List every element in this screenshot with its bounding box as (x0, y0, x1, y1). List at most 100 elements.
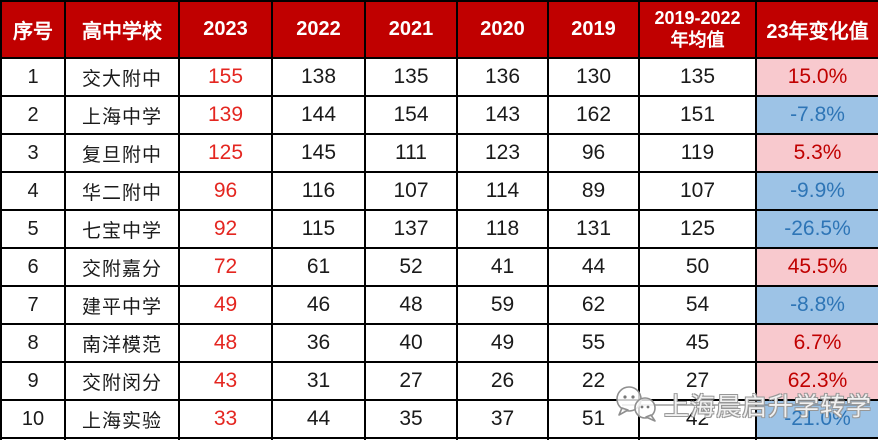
cell-2020: 49 (456, 323, 549, 363)
cell-2019: 55 (547, 323, 640, 363)
cell-avg: 45 (638, 323, 757, 363)
cell-change: -26.5% (755, 209, 878, 249)
cell-2021: 52 (364, 247, 458, 287)
table-row: 8 南洋模范 48 36 40 49 55 45 6.7% (0, 323, 878, 363)
cell-change: -21.0% (755, 399, 878, 439)
cell-2020: 59 (456, 285, 549, 325)
table-row: 2 上海中学 139 144 154 143 162 151 -7.8% (0, 95, 878, 135)
cell-2019: 44 (547, 247, 640, 287)
cell-2019: 130 (547, 57, 640, 97)
header-cell-change: 23年变化值 (755, 0, 878, 59)
table-row: 10 上海实验 33 44 35 37 51 42 -21.0% (0, 399, 878, 439)
cell-school: 建平中学 (64, 285, 180, 325)
header-cell-2019: 2019 (547, 0, 640, 59)
cell-school: 交大附中 (64, 57, 180, 97)
cell-avg: 119 (638, 133, 757, 173)
cell-2023: 72 (178, 247, 273, 287)
cell-empty (547, 437, 640, 440)
header-cell-school: 高中学校 (64, 0, 180, 59)
cell-2020: 26 (456, 361, 549, 401)
cell-index: 10 (0, 399, 66, 439)
cell-avg: 135 (638, 57, 757, 97)
header-cell-2022: 2022 (271, 0, 366, 59)
cell-change: 15.0% (755, 57, 878, 97)
cell-2019: 62 (547, 285, 640, 325)
cell-2021: 137 (364, 209, 458, 249)
cell-2023: 49 (178, 285, 273, 325)
cell-change: 6.7% (755, 323, 878, 363)
table-row: 7 建平中学 49 46 48 59 62 54 -8.8% (0, 285, 878, 325)
cell-2022: 115 (271, 209, 366, 249)
cell-2022: 44 (271, 399, 366, 439)
cell-2021: 135 (364, 57, 458, 97)
cell-change: -9.9% (755, 171, 878, 211)
cell-2019: 96 (547, 133, 640, 173)
cell-2022: 144 (271, 95, 366, 135)
cell-school: 上海中学 (64, 95, 180, 135)
cell-empty (0, 437, 66, 440)
cell-school: 交附嘉分 (64, 247, 180, 287)
cell-2022: 31 (271, 361, 366, 401)
table-row: 6 交附嘉分 72 61 52 41 44 50 45.5% (0, 247, 878, 287)
table-row: 3 复旦附中 125 145 111 123 96 119 5.3% (0, 133, 878, 173)
table-row-partial (0, 437, 878, 440)
cell-school: 上海实验 (64, 399, 180, 439)
cell-2023: 139 (178, 95, 273, 135)
cell-2019: 22 (547, 361, 640, 401)
cell-2020: 37 (456, 399, 549, 439)
cell-2021: 154 (364, 95, 458, 135)
cell-2019: 51 (547, 399, 640, 439)
cell-2020: 143 (456, 95, 549, 135)
cell-2022: 116 (271, 171, 366, 211)
cell-2019: 89 (547, 171, 640, 211)
header-cell-2020: 2020 (456, 0, 549, 59)
cell-2021: 40 (364, 323, 458, 363)
cell-2021: 48 (364, 285, 458, 325)
cell-index: 4 (0, 171, 66, 211)
cell-school: 交附闵分 (64, 361, 180, 401)
table-row: 4 华二附中 96 116 107 114 89 107 -9.9% (0, 171, 878, 211)
cell-2022: 36 (271, 323, 366, 363)
cell-2023: 33 (178, 399, 273, 439)
cell-2021: 111 (364, 133, 458, 173)
cell-avg: 125 (638, 209, 757, 249)
cell-2022: 46 (271, 285, 366, 325)
cell-2020: 123 (456, 133, 549, 173)
cell-2022: 61 (271, 247, 366, 287)
cell-index: 9 (0, 361, 66, 401)
table-row: 5 七宝中学 92 115 137 118 131 125 -26.5% (0, 209, 878, 249)
cell-index: 7 (0, 285, 66, 325)
cell-2023: 96 (178, 171, 273, 211)
cell-school: 七宝中学 (64, 209, 180, 249)
cell-index: 5 (0, 209, 66, 249)
cell-avg: 50 (638, 247, 757, 287)
cell-index: 2 (0, 95, 66, 135)
cell-index: 6 (0, 247, 66, 287)
cell-change: 45.5% (755, 247, 878, 287)
cell-change: -8.8% (755, 285, 878, 325)
cell-empty (64, 437, 180, 440)
cell-empty (456, 437, 549, 440)
cell-2019: 162 (547, 95, 640, 135)
cell-index: 3 (0, 133, 66, 173)
header-cell-2023: 2023 (178, 0, 273, 59)
cell-school: 华二附中 (64, 171, 180, 211)
cell-empty (178, 437, 273, 440)
cell-avg: 27 (638, 361, 757, 401)
cell-2021: 107 (364, 171, 458, 211)
cell-change: -7.8% (755, 95, 878, 135)
cell-2020: 41 (456, 247, 549, 287)
cell-school: 复旦附中 (64, 133, 180, 173)
table-body: 1 交大附中 155 138 135 136 130 135 15.0% 2 上海中学 139 144 1… (0, 57, 878, 440)
cell-2020: 136 (456, 57, 549, 97)
cell-2021: 35 (364, 399, 458, 439)
cell-2023: 43 (178, 361, 273, 401)
cell-2019: 131 (547, 209, 640, 249)
table-row: 9 交附闵分 43 31 27 26 22 27 62.3% (0, 361, 878, 401)
cell-2023: 92 (178, 209, 273, 249)
cell-avg: 42 (638, 399, 757, 439)
table-row: 1 交大附中 155 138 135 136 130 135 15.0% (0, 57, 878, 97)
cell-2023: 155 (178, 57, 273, 97)
